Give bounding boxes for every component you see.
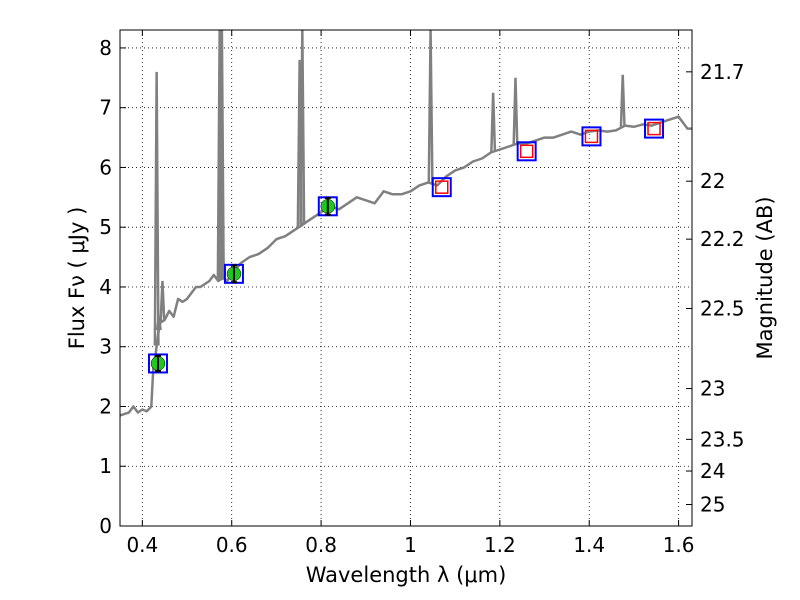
model-flux-box <box>431 177 452 198</box>
right-tick-label: 22.2 <box>700 227 745 251</box>
emission-line <box>153 71 160 346</box>
y-tick-label: 2 <box>99 394 112 418</box>
x-tick-label: 1 <box>404 533 417 557</box>
x-tick-label: 1.2 <box>484 533 516 557</box>
model-flux-box <box>644 118 665 139</box>
right-tick-label: 25 <box>700 492 725 516</box>
model-flux-box <box>581 126 602 147</box>
emission-lines <box>153 30 626 346</box>
emission-line <box>490 92 497 152</box>
y-axis-right-title: Magnitude (AB) <box>753 196 777 359</box>
right-tick-label: 23.5 <box>700 427 745 451</box>
emission-line <box>299 30 306 225</box>
x-tick-label: 0.6 <box>216 533 248 557</box>
photometry-points <box>147 118 665 374</box>
right-tick-label: 22 <box>700 169 725 193</box>
y-tick-label: 7 <box>99 96 112 120</box>
y-tick-label: 1 <box>99 454 112 478</box>
x-axis-title: Wavelength λ (μm) <box>306 563 507 587</box>
x-tick-label: 0.4 <box>126 533 158 557</box>
emission-line <box>512 77 519 145</box>
upper-limit-marker <box>584 129 599 144</box>
spectrum-layer <box>120 115 692 417</box>
y-tick-label: 8 <box>99 36 112 60</box>
y-axis-right: 21.7 22 22.2 22.5 23 23.5 24 25 <box>686 60 745 516</box>
right-tick-label: 24 <box>700 459 725 483</box>
emission-line <box>159 280 166 322</box>
plot-frame <box>119 29 693 527</box>
y-axis-title: Flux Fν ( μJy ) <box>65 207 89 350</box>
y-tick-label: 3 <box>99 335 112 359</box>
right-tick-label: 21.7 <box>700 60 745 84</box>
x-tick-label: 0.8 <box>305 533 337 557</box>
emission-line <box>218 30 225 279</box>
x-axis: 0.4 0.6 0.8 1 1.2 1.4 1.6 <box>126 30 695 557</box>
upper-limit-marker <box>519 144 534 159</box>
upper-limit-marker <box>647 121 661 136</box>
x-tick-label: 1.4 <box>573 533 605 557</box>
model-flux-box <box>147 353 168 374</box>
emission-line <box>427 30 434 184</box>
right-tick-label: 23 <box>700 377 725 401</box>
spectrum-line <box>120 115 692 417</box>
y-tick-label: 5 <box>99 215 112 239</box>
y-tick-label: 6 <box>99 155 112 179</box>
x-tick-label: 1.6 <box>663 533 695 557</box>
model-flux-box <box>516 141 537 162</box>
emission-line <box>619 74 626 127</box>
y-tick-label: 4 <box>99 275 112 299</box>
upper-limit-marker <box>435 180 449 194</box>
y-axis-left: 0 1 2 3 4 5 6 7 8 <box>99 36 126 538</box>
right-tick-label: 22.5 <box>700 296 745 320</box>
y-tick-label: 0 <box>99 514 112 538</box>
